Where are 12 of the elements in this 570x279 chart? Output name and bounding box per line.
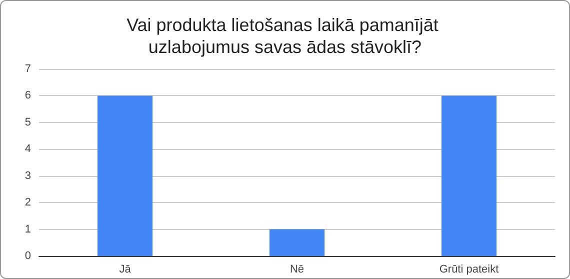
y-tick-label: 5	[24, 116, 31, 128]
y-tick-label: 7	[24, 63, 31, 75]
y-tick-label: 3	[24, 170, 31, 182]
y-tick-label: 1	[24, 223, 31, 236]
y-tick-label: 2	[24, 196, 31, 209]
y-tick-label: 6	[24, 90, 31, 102]
x-tick-label: Grūti pateikt	[439, 264, 499, 276]
x-tick-label: Nē	[290, 264, 304, 276]
chart-title: Vai produkta lietošanas laikā pamanījāt uzlabojumus savas ādas stāvoklī?	[126, 15, 444, 57]
y-tick-label: 0	[24, 250, 31, 262]
x-tick-label: Jā	[119, 264, 132, 276]
y-tick-label: 4	[24, 143, 31, 156]
